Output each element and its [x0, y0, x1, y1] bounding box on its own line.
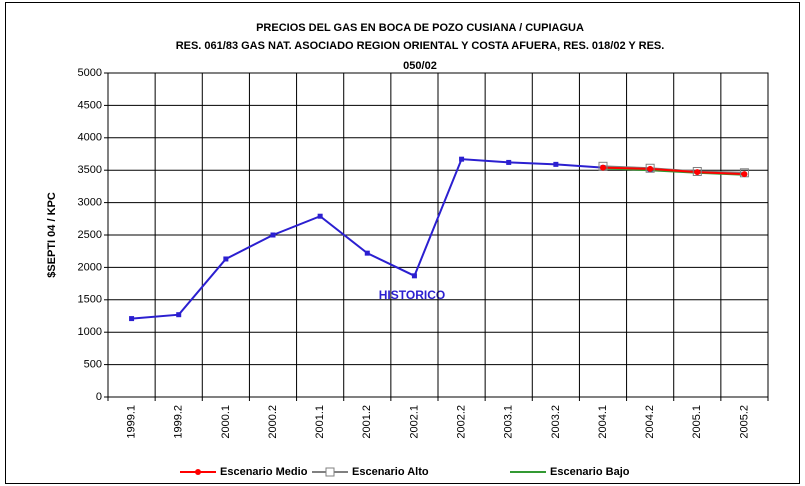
y-tick-label: 3000 — [78, 197, 102, 209]
point — [645, 163, 655, 173]
x-tick-label: 2002.2 — [455, 405, 467, 439]
legend-marker — [195, 469, 201, 475]
x-tick-label: 2004.1 — [597, 405, 609, 439]
x-tick-label: 1999.1 — [125, 405, 137, 439]
series-line — [131, 158, 651, 320]
y-tick-label: 5000 — [78, 67, 102, 79]
y-tick-label: 500 — [84, 359, 102, 371]
chart-title: PRECIOS DEL GAS EN BOCA DE POZO CUSIANA … — [256, 22, 584, 34]
legend-label: Escenario Alto — [352, 466, 429, 478]
x-tick-label: 2005.2 — [738, 405, 750, 439]
y-tick-label: 2500 — [78, 229, 102, 241]
point — [129, 316, 135, 322]
x-tick-label: 2001.1 — [314, 405, 326, 439]
x-tick-label: 2003.1 — [503, 405, 515, 439]
point — [692, 166, 702, 176]
y-tick-label: 1500 — [78, 294, 102, 306]
point — [600, 164, 606, 171]
point — [411, 273, 417, 279]
point — [553, 161, 559, 167]
x-tick-label: 2000.2 — [267, 405, 279, 439]
y-tick-label: 3500 — [78, 164, 102, 176]
y-tick-label: 0 — [96, 391, 102, 403]
point — [317, 213, 323, 219]
x-tick-label: 2002.1 — [408, 405, 420, 439]
x-tick-label: 2001.2 — [361, 405, 373, 439]
legend-label: Escenario Medio — [220, 466, 308, 478]
x-tick-label: 2004.2 — [644, 405, 656, 439]
point — [741, 171, 748, 178]
x-tick-label: 2003.2 — [550, 405, 562, 439]
point — [176, 312, 182, 318]
series-line — [602, 166, 745, 176]
point — [647, 165, 654, 172]
chart-frame — [5, 2, 800, 484]
annotation: HISTORICO — [379, 288, 445, 302]
x-tick-label: 2005.1 — [691, 405, 703, 439]
point — [364, 250, 370, 256]
y-tick-label: 4500 — [78, 99, 102, 111]
y-tick-label: 2000 — [78, 261, 102, 273]
chart-subtitle: 050/02 — [403, 60, 437, 72]
chart-subtitle: RES. 061/83 GAS NAT. ASOCIADO REGION ORI… — [176, 40, 665, 52]
x-tick-label: 2000.1 — [220, 405, 232, 439]
plot-frame — [107, 72, 769, 398]
legend-label: Escenario Bajo — [550, 466, 630, 478]
point — [223, 256, 229, 262]
y-tick-label: 4000 — [78, 132, 102, 144]
point — [506, 159, 512, 165]
point — [270, 232, 276, 238]
legend-marker — [325, 467, 335, 477]
x-tick-label: 1999.2 — [173, 405, 185, 439]
point — [459, 156, 465, 162]
point — [694, 169, 701, 176]
y-tick-label: 1000 — [78, 326, 102, 338]
y-axis-label: $SEPTI 04 / KPC — [46, 192, 58, 278]
